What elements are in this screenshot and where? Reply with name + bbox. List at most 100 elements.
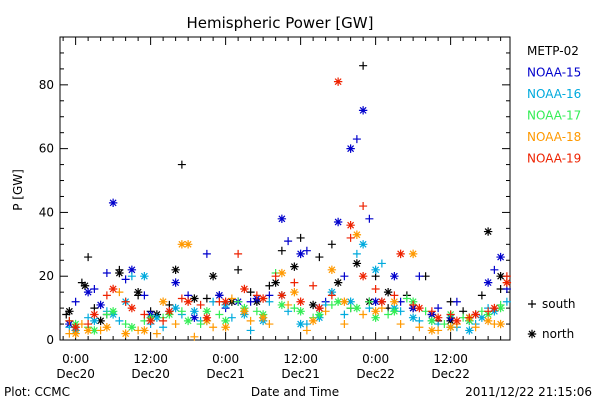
data-point-north xyxy=(371,265,380,275)
legend-marker-label: south xyxy=(542,297,576,311)
data-points xyxy=(62,61,512,341)
plot-credit: Plot: CCMC xyxy=(4,385,70,399)
data-point-north xyxy=(308,300,318,310)
data-point-south xyxy=(177,160,186,169)
data-point-north xyxy=(427,316,437,326)
data-point-north xyxy=(240,284,249,294)
data-point-north xyxy=(221,316,230,326)
data-point-south xyxy=(152,329,161,338)
data-point-north xyxy=(308,316,318,326)
data-point-south xyxy=(215,310,224,319)
data-point-north xyxy=(90,316,99,326)
data-point-south xyxy=(321,307,330,316)
data-point-south xyxy=(84,253,93,262)
data-point-south xyxy=(352,249,361,258)
data-point-north xyxy=(346,297,355,306)
data-point-north xyxy=(140,272,149,281)
legend-south-marker xyxy=(528,300,536,308)
data-point-south xyxy=(396,320,405,329)
y-tick-label: 80 xyxy=(39,78,54,92)
data-point-north xyxy=(346,220,355,230)
data-point-south xyxy=(65,316,74,325)
legend-marker-label: north xyxy=(542,327,574,341)
series-noaa-15 xyxy=(65,106,511,329)
legend: METP-02 NOAA-15 NOAA-16 NOAA-17 NOAA-18 NOAA-… xyxy=(527,44,581,341)
data-point-south xyxy=(265,320,274,329)
data-point-north xyxy=(358,272,368,281)
data-point-north xyxy=(465,326,474,335)
data-point-south xyxy=(96,326,105,335)
data-point-north xyxy=(190,313,199,322)
data-point-north xyxy=(277,291,287,300)
data-point-north xyxy=(333,297,343,306)
data-point-south xyxy=(246,297,255,306)
data-point-north xyxy=(358,240,368,249)
data-point-north xyxy=(71,323,80,332)
data-point-north xyxy=(83,326,93,335)
data-point-north xyxy=(446,323,455,332)
data-point-north xyxy=(333,278,343,287)
data-point-south xyxy=(71,297,80,306)
data-point-south xyxy=(440,320,449,329)
data-point-south xyxy=(102,310,111,319)
data-point-south xyxy=(427,307,436,316)
legend-series-label: NOAA-18 xyxy=(527,130,581,144)
data-point-south xyxy=(202,249,211,258)
data-point-south xyxy=(477,291,486,300)
series-noaa-19 xyxy=(65,77,512,332)
data-point-south xyxy=(371,284,380,293)
chart-title: Hemispheric Power [GW] xyxy=(187,14,374,32)
data-point-north xyxy=(358,106,368,115)
data-point-south xyxy=(465,313,474,322)
data-point-north xyxy=(240,307,249,316)
data-point-south xyxy=(121,275,130,284)
data-point-north xyxy=(352,230,362,239)
data-point-north xyxy=(102,323,112,332)
data-point-south xyxy=(177,294,186,303)
x-tick-date-label: Dec21 xyxy=(281,367,320,381)
data-point-south xyxy=(84,320,93,329)
data-point-south xyxy=(359,61,368,70)
data-point-south xyxy=(402,294,411,303)
data-point-north xyxy=(133,287,143,297)
data-point-south xyxy=(284,300,293,309)
data-point-south xyxy=(365,297,374,306)
data-point-north xyxy=(90,326,99,335)
data-point-south xyxy=(384,310,393,319)
data-point-north xyxy=(171,303,180,313)
data-point-north xyxy=(296,297,305,306)
data-point-south xyxy=(302,246,311,255)
data-point-north xyxy=(108,284,118,294)
data-point-south xyxy=(327,300,336,309)
data-point-south xyxy=(115,288,124,297)
legend-series-label: NOAA-16 xyxy=(527,87,581,101)
data-point-north xyxy=(108,307,118,316)
data-point-north xyxy=(477,313,487,322)
data-point-north xyxy=(158,297,168,306)
data-point-north xyxy=(140,326,149,335)
data-point-north xyxy=(483,278,493,287)
data-point-north xyxy=(390,297,399,306)
data-point-south xyxy=(284,237,293,246)
x-axis: 0:00Dec2012:00Dec200:00Dec2112:00Dec210:… xyxy=(56,37,502,381)
data-point-north xyxy=(483,316,493,326)
data-point-south xyxy=(127,272,136,281)
data-point-north xyxy=(190,294,199,303)
data-point-south xyxy=(290,278,299,287)
data-point-south xyxy=(277,246,286,255)
data-point-south xyxy=(365,214,374,223)
y-tick-label: 60 xyxy=(39,142,54,156)
data-point-north xyxy=(496,303,505,313)
y-tick-label: 0 xyxy=(46,333,54,347)
data-point-south xyxy=(234,249,243,258)
data-point-north xyxy=(433,313,443,322)
x-tick-time-label: 0:00 xyxy=(362,352,389,366)
x-tick-date-label: Dec22 xyxy=(356,367,395,381)
data-point-south xyxy=(190,332,199,341)
data-point-south xyxy=(159,316,168,325)
legend-series-label: METP-02 xyxy=(527,44,579,58)
data-point-north xyxy=(408,249,418,259)
data-point-south xyxy=(415,323,424,332)
data-point-south xyxy=(296,233,305,242)
